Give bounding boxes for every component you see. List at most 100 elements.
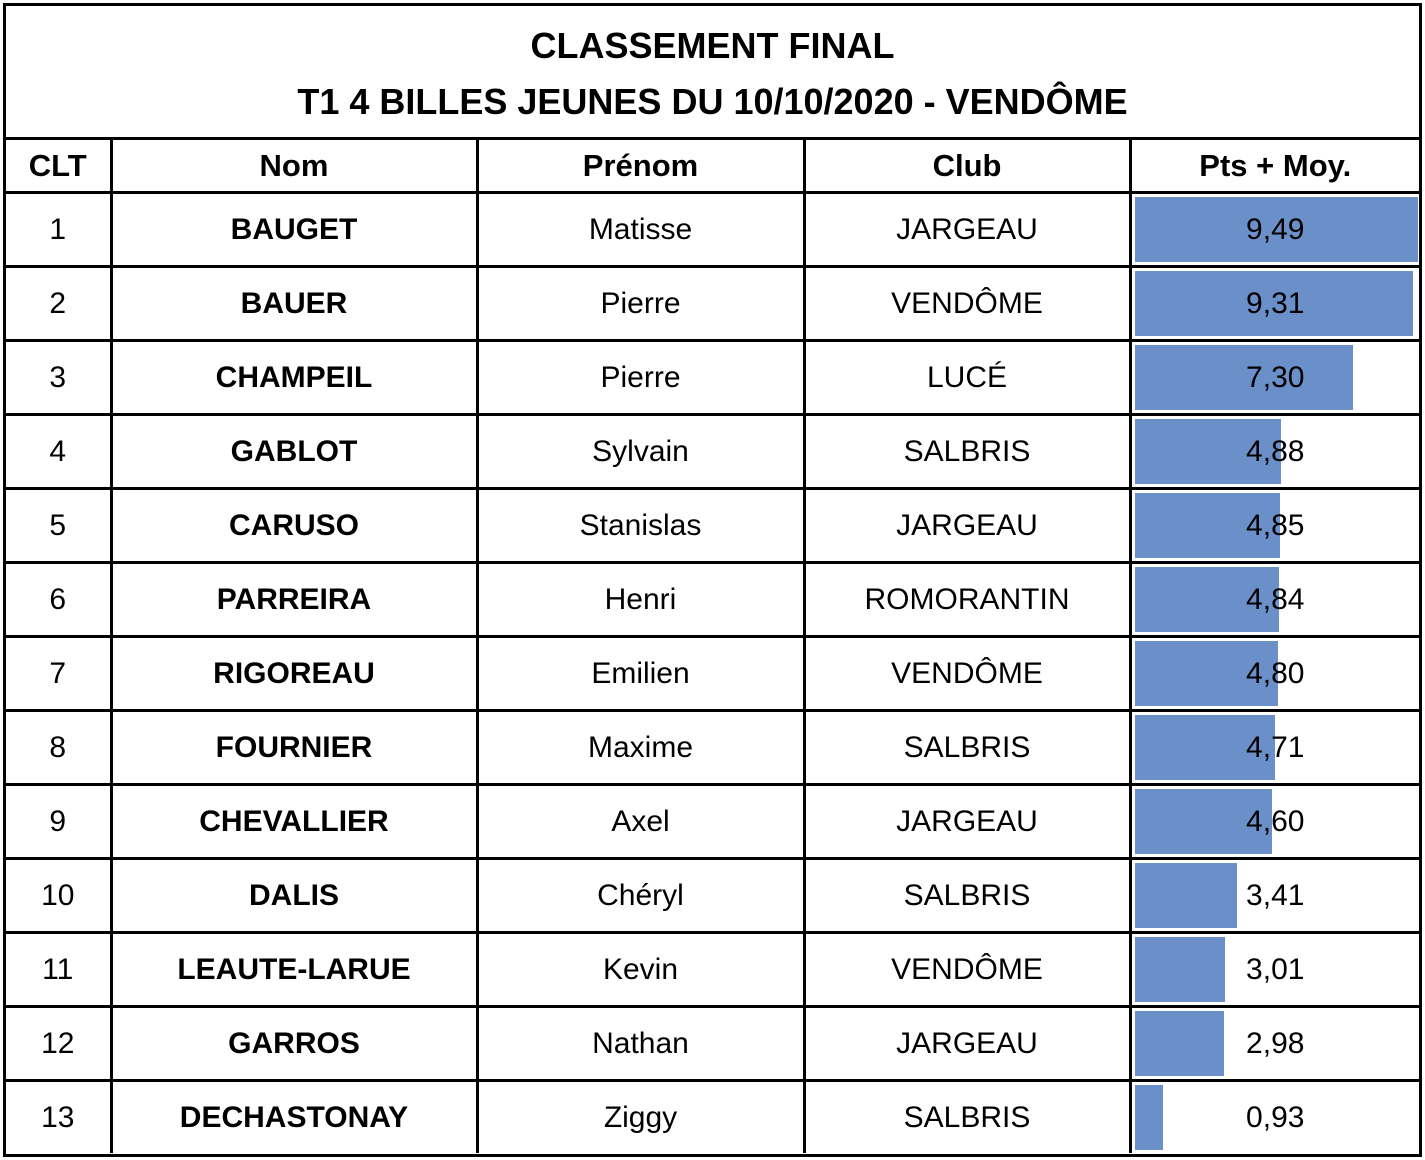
score-bar [1134, 567, 1279, 632]
score-value: 9,31 [1246, 286, 1305, 320]
club-cell: VENDÔME [802, 635, 1132, 712]
score-value: 4,60 [1246, 804, 1305, 838]
firstname-cell: Chéryl [475, 857, 806, 934]
rank-cell: 13 [6, 1079, 113, 1153]
rank-cell: 11 [6, 931, 113, 1008]
club-cell: JARGEAU [802, 191, 1132, 268]
table-row: 8 FOURNIER Maxime SALBRIS 4,71 [6, 709, 1419, 786]
table-row: 10 DALIS Chéryl SALBRIS 3,41 [6, 857, 1419, 934]
header-clt: CLT [6, 140, 113, 194]
score-cell: 4,85 [1128, 487, 1419, 564]
club-cell: SALBRIS [802, 709, 1132, 786]
score-bar [1134, 1011, 1224, 1076]
table-row: 12 GARROS Nathan JARGEAU 2,98 [6, 1005, 1419, 1082]
name-cell: CHAMPEIL [109, 339, 479, 416]
rank-cell: 1 [6, 191, 113, 268]
table-row: 6 PARREIRA Henri ROMORANTIN 4,84 [6, 561, 1419, 638]
score-value: 2,98 [1246, 1026, 1305, 1060]
score-cell: 4,88 [1128, 413, 1419, 490]
rank-cell: 6 [6, 561, 113, 638]
rank-cell: 12 [6, 1005, 113, 1082]
firstname-cell: Ziggy [475, 1079, 806, 1153]
score-bar [1134, 1085, 1163, 1150]
score-bar [1134, 419, 1281, 484]
score-value: 9,49 [1246, 212, 1305, 246]
score-cell: 4,71 [1128, 709, 1419, 786]
score-bar [1134, 937, 1225, 1002]
score-cell: 4,60 [1128, 783, 1419, 860]
name-cell: PARREIRA [109, 561, 479, 638]
score-bar [1134, 715, 1275, 780]
score-bar [1134, 493, 1280, 558]
ranking-table: CLT Nom Prénom Club Pts + Moy. 1 BAUGET Ma… [6, 140, 1419, 1153]
score-bar [1134, 641, 1278, 706]
firstname-cell: Stanislas [475, 487, 806, 564]
score-bar [1134, 197, 1418, 262]
header-score: Pts + Moy. [1128, 140, 1419, 194]
header-club: Club [802, 140, 1132, 194]
club-cell: ROMORANTIN [802, 561, 1132, 638]
firstname-cell: Sylvain [475, 413, 806, 490]
score-cell: 4,80 [1128, 635, 1419, 712]
name-cell: BAUGET [109, 191, 479, 268]
score-cell: 9,49 [1128, 191, 1419, 268]
score-cell: 4,84 [1128, 561, 1419, 638]
firstname-cell: Pierre [475, 265, 806, 342]
club-cell: SALBRIS [802, 1079, 1132, 1153]
name-cell: CARUSO [109, 487, 479, 564]
name-cell: CHEVALLIER [109, 783, 479, 860]
table-row: 7 RIGOREAU Emilien VENDÔME 4,80 [6, 635, 1419, 712]
rank-cell: 2 [6, 265, 113, 342]
name-cell: DECHASTONAY [109, 1079, 479, 1153]
rank-cell: 10 [6, 857, 113, 934]
club-cell: JARGEAU [802, 487, 1132, 564]
table-row: 1 BAUGET Matisse JARGEAU 9,49 [6, 191, 1419, 268]
rank-cell: 5 [6, 487, 113, 564]
club-cell: LUCÉ [802, 339, 1132, 416]
table-row: 3 CHAMPEIL Pierre LUCÉ 7,30 [6, 339, 1419, 416]
score-value: 0,93 [1246, 1100, 1305, 1134]
name-cell: GABLOT [109, 413, 479, 490]
table-row: 11 LEAUTE-LARUE Kevin VENDÔME 3,01 [6, 931, 1419, 1008]
score-cell: 7,30 [1128, 339, 1419, 416]
score-value: 4,88 [1246, 434, 1305, 468]
score-cell: 9,31 [1128, 265, 1419, 342]
table-row: 4 GABLOT Sylvain SALBRIS 4,88 [6, 413, 1419, 490]
page-subtitle: T1 4 BILLES JEUNES DU 10/10/2020 - VENDÔ… [297, 81, 1128, 122]
score-value: 3,41 [1246, 878, 1305, 912]
name-cell: BAUER [109, 265, 479, 342]
club-cell: JARGEAU [802, 1005, 1132, 1082]
club-cell: SALBRIS [802, 413, 1132, 490]
score-value: 4,85 [1246, 508, 1305, 542]
table-row: 5 CARUSO Stanislas JARGEAU 4,85 [6, 487, 1419, 564]
page-title: CLASSEMENT FINAL [530, 25, 895, 66]
header-row: CLT Nom Prénom Club Pts + Moy. [6, 140, 1419, 194]
club-cell: JARGEAU [802, 783, 1132, 860]
score-cell: 2,98 [1128, 1005, 1419, 1082]
score-bar [1134, 345, 1353, 410]
name-cell: LEAUTE-LARUE [109, 931, 479, 1008]
table-row: 2 BAUER Pierre VENDÔME 9,31 [6, 265, 1419, 342]
score-value: 4,84 [1246, 582, 1305, 616]
table-row: 13 DECHASTONAY Ziggy SALBRIS 0,93 [6, 1079, 1419, 1153]
firstname-cell: Henri [475, 561, 806, 638]
rank-cell: 4 [6, 413, 113, 490]
firstname-cell: Nathan [475, 1005, 806, 1082]
firstname-cell: Axel [475, 783, 806, 860]
score-value: 4,80 [1246, 656, 1305, 690]
rank-cell: 9 [6, 783, 113, 860]
rank-cell: 7 [6, 635, 113, 712]
club-cell: SALBRIS [802, 857, 1132, 934]
header-nom: Nom [109, 140, 479, 194]
score-cell: 0,93 [1128, 1079, 1419, 1153]
club-cell: VENDÔME [802, 265, 1132, 342]
name-cell: GARROS [109, 1005, 479, 1082]
firstname-cell: Emilien [475, 635, 806, 712]
score-cell: 3,01 [1128, 931, 1419, 1008]
score-value: 3,01 [1246, 952, 1305, 986]
score-bar [1134, 271, 1413, 336]
firstname-cell: Maxime [475, 709, 806, 786]
header-prenom: Prénom [475, 140, 806, 194]
ranking-sheet: CLASSEMENT FINAL T1 4 BILLES JEUNES DU 1… [3, 3, 1422, 1157]
name-cell: RIGOREAU [109, 635, 479, 712]
